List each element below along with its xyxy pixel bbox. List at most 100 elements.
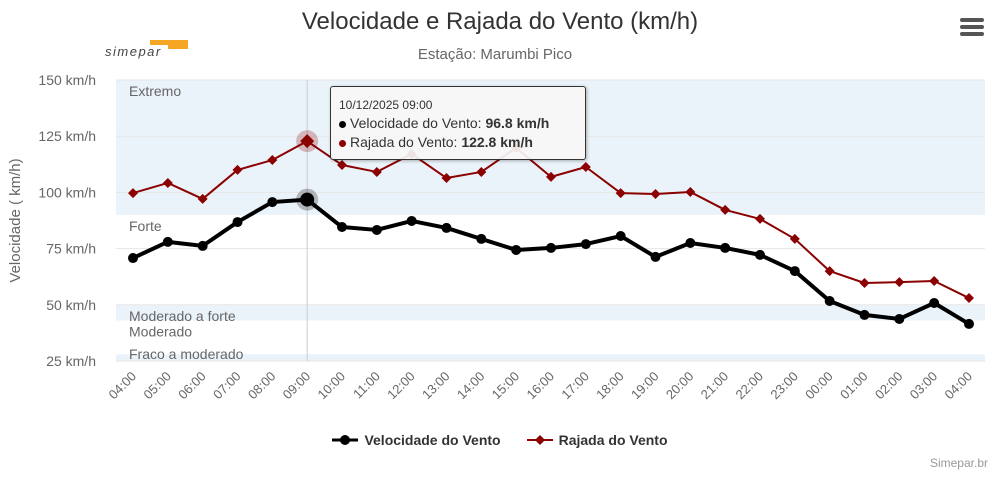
data-point [789, 233, 800, 244]
x-tick-label: 05:00 [140, 369, 174, 403]
data-point [929, 275, 940, 286]
tooltip-value: 122.8 km/h [461, 134, 533, 150]
x-tick-label: 15:00 [489, 369, 523, 403]
x-tick-label: 20:00 [663, 369, 697, 403]
credit-link[interactable]: Simepar.br [929, 456, 988, 470]
x-tick-label: 21:00 [698, 369, 732, 403]
data-point [162, 236, 173, 247]
x-tick-label: 01:00 [837, 369, 871, 403]
plot-band-label: Extremo [129, 83, 181, 99]
data-point [128, 253, 138, 264]
y-axis-title: Velocidade ( km/h) [7, 158, 24, 282]
data-point [337, 159, 347, 170]
x-tick-label: 09:00 [280, 369, 314, 403]
x-tick-label: 18:00 [593, 369, 627, 403]
plot-band-label: Moderado a forte [129, 308, 236, 324]
plot-band [116, 214, 985, 305]
data-point [476, 166, 487, 177]
data-point [546, 242, 556, 253]
chart-title: Velocidade e Rajada do Vento (km/h) [301, 8, 699, 35]
data-point [232, 164, 243, 175]
plot-band-label: Forte [129, 218, 162, 234]
tooltip-value: 96.8 km/h [485, 115, 550, 131]
circle-marker-icon [332, 435, 359, 445]
data-point [929, 298, 940, 309]
data-point [720, 242, 731, 253]
data-point [406, 215, 417, 226]
data-point [441, 173, 452, 184]
data-point [267, 155, 278, 166]
y-tick-label: 50 km/h [46, 297, 96, 313]
data-point [859, 309, 870, 320]
data-point [964, 293, 974, 304]
svg-text:simepar: simepar [105, 44, 162, 59]
data-point [197, 193, 208, 204]
y-tick-label: 125 km/h [38, 128, 96, 144]
plot-band [116, 354, 985, 361]
data-point [128, 188, 138, 199]
data-point [789, 266, 800, 277]
simepar-logo: simepar [104, 38, 192, 65]
y-tick-label: 25 km/h [46, 353, 96, 369]
data-point [615, 188, 626, 199]
x-tick-label: 00:00 [802, 369, 836, 403]
data-point [300, 134, 315, 149]
data-point [580, 161, 591, 172]
x-tick-label: 12:00 [384, 369, 418, 403]
x-tick-label: 08:00 [245, 369, 279, 403]
data-point [650, 251, 661, 262]
y-tick-label: 100 km/h [38, 184, 96, 200]
data-point [755, 213, 765, 224]
data-point [476, 233, 487, 244]
tooltip: 10/12/2025 09:00 Velocidade do Vento: 96… [330, 86, 586, 160]
legend-item-rajada[interactable]: Rajada do Vento [526, 432, 668, 448]
data-point [546, 171, 556, 182]
data-point [580, 239, 591, 250]
data-point [232, 217, 243, 228]
x-tick-label: 22:00 [733, 369, 767, 403]
series-dot-icon [339, 139, 346, 147]
data-point [894, 313, 905, 324]
x-tick-label: 03:00 [907, 369, 941, 403]
x-tick-label: 13:00 [419, 369, 453, 403]
legend: Velocidade do Vento Rajada do Vento [0, 432, 1000, 448]
x-tick-label: 07:00 [210, 369, 244, 403]
x-tick-label: 04:00 [106, 369, 140, 403]
data-point [197, 240, 208, 251]
x-tick-label: 11:00 [350, 369, 383, 402]
data-point [162, 177, 173, 188]
x-tick-label: 14:00 [454, 369, 488, 403]
data-point [685, 186, 696, 197]
diamond-marker-icon [526, 435, 553, 445]
tooltip-label: Velocidade do Vento: [350, 115, 486, 131]
data-point [371, 166, 382, 177]
x-tick-label: 04:00 [942, 369, 976, 403]
plot-band [116, 304, 985, 321]
x-tick-label: 06:00 [175, 369, 209, 403]
data-point [720, 204, 731, 215]
data-point [371, 224, 382, 235]
data-point [615, 231, 626, 242]
data-point [824, 266, 835, 277]
x-tick-label: 16:00 [524, 369, 558, 403]
data-point [267, 197, 278, 208]
x-tick-label: 17:00 [558, 369, 592, 403]
tooltip-date: 10/12/2025 09:00 [339, 98, 433, 112]
data-point [964, 318, 974, 329]
data-point [859, 277, 870, 288]
legend-item-velocidade[interactable]: Velocidade do Vento [332, 432, 501, 448]
series-dot-icon [339, 120, 346, 128]
x-tick-label: 19:00 [628, 369, 662, 403]
data-point [441, 222, 452, 233]
data-point [755, 249, 765, 260]
plot-band-label: Moderado [129, 323, 192, 339]
plot-band [116, 320, 985, 355]
x-tick-label: 10:00 [315, 369, 349, 403]
legend-label: Rajada do Vento [558, 432, 668, 448]
tooltip-row-gust: Rajada do Vento: 122.8 km/h [339, 134, 577, 150]
tooltip-row-speed: Velocidade do Vento: 96.8 km/h [339, 115, 577, 131]
hamburger-menu-icon[interactable] [960, 18, 984, 38]
tooltip-label: Rajada do Vento: [350, 134, 462, 150]
